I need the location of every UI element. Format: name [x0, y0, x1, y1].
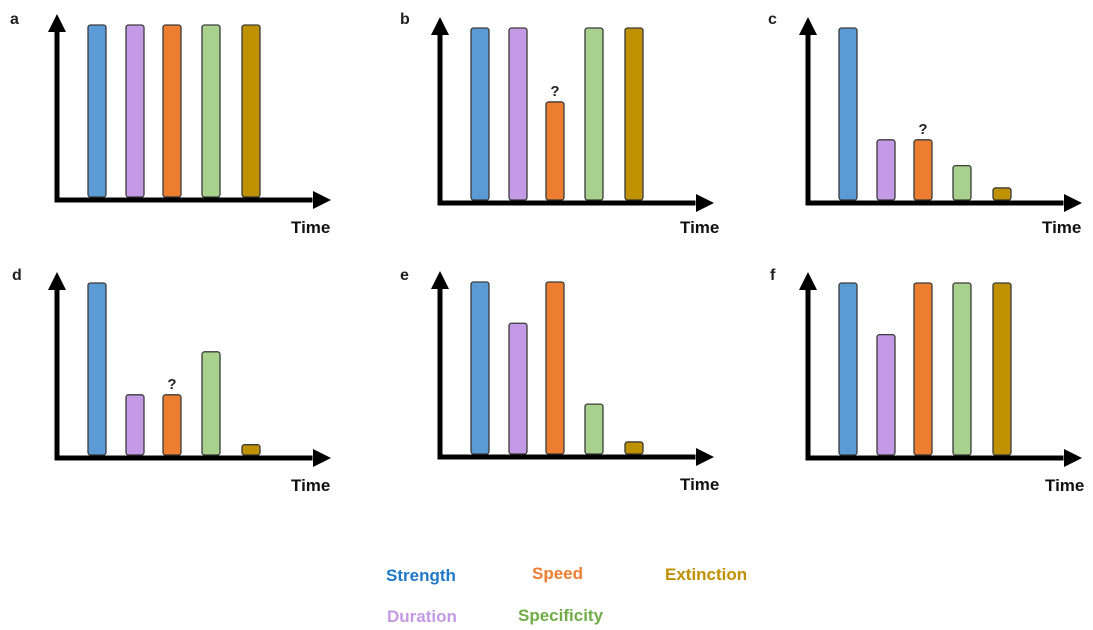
bar-extinction — [241, 444, 261, 456]
x-axis-line — [437, 454, 696, 460]
bar-extinction — [992, 282, 1012, 456]
bar-speed — [545, 101, 565, 201]
y-axis-line — [437, 287, 443, 459]
bar-specificity — [584, 403, 604, 455]
x-axis-arrow-icon — [696, 194, 714, 212]
panel-f: f Time — [770, 267, 1084, 495]
panel-letter: f — [770, 267, 776, 284]
y-axis-arrow-icon — [431, 17, 449, 35]
bar-extinction — [992, 187, 1012, 201]
x-axis-label: Time — [1045, 476, 1084, 495]
y-axis-line — [54, 288, 60, 460]
x-axis-label: Time — [680, 475, 719, 494]
legend-item-strength: Strength — [386, 566, 456, 585]
y-axis-line — [805, 288, 811, 460]
x-axis-arrow-icon — [313, 191, 331, 209]
panel-c: c? Time — [768, 11, 1082, 237]
question-mark-label: ? — [918, 121, 927, 138]
legend-item-speed: Speed — [532, 564, 583, 583]
x-axis-line — [805, 455, 1064, 461]
question-mark-label: ? — [550, 83, 559, 100]
bar-speed — [913, 282, 933, 456]
bar-speed — [162, 24, 182, 198]
bar-extinction — [624, 27, 644, 201]
y-axis-line — [437, 33, 443, 205]
panel-e: e Time — [400, 267, 719, 494]
y-axis-line — [805, 33, 811, 205]
bar-strength — [87, 282, 107, 456]
bar-strength — [470, 27, 490, 201]
x-axis-line — [54, 197, 313, 203]
bar-duration — [125, 394, 145, 456]
x-axis-label: Time — [291, 218, 330, 237]
bar-strength — [838, 27, 858, 201]
y-axis-arrow-icon — [48, 14, 66, 32]
panel-d: d? Time — [12, 267, 331, 495]
bar-specificity — [952, 164, 972, 201]
y-axis-arrow-icon — [799, 272, 817, 290]
legend-item-extinction: Extinction — [665, 565, 747, 584]
x-axis-arrow-icon — [1064, 449, 1082, 467]
y-axis-arrow-icon — [799, 17, 817, 35]
x-axis-arrow-icon — [313, 449, 331, 467]
bar-strength — [470, 281, 490, 455]
x-axis-arrow-icon — [1064, 194, 1082, 212]
x-axis-line — [805, 200, 1064, 206]
x-axis-label: Time — [1042, 218, 1081, 237]
bar-duration — [876, 333, 896, 456]
y-axis-arrow-icon — [431, 271, 449, 289]
x-axis-line — [437, 200, 696, 206]
bar-strength — [87, 24, 107, 198]
legend: Strength Speed Extinction Duration Specifici… — [386, 564, 747, 626]
x-axis-line — [54, 455, 313, 461]
panel-letter: e — [400, 267, 409, 284]
x-axis-arrow-icon — [696, 448, 714, 466]
panel-letter: b — [400, 11, 410, 28]
bar-speed — [913, 139, 933, 201]
legend-item-specificity: Specificity — [518, 606, 604, 625]
bar-specificity — [952, 282, 972, 456]
bar-duration — [125, 24, 145, 198]
y-axis-line — [54, 30, 60, 202]
bar-specificity — [201, 24, 221, 198]
bar-specificity — [584, 27, 604, 201]
panel-letter: d — [12, 267, 22, 284]
panel-b: b? Time — [400, 11, 719, 237]
bar-speed — [545, 281, 565, 455]
bar-strength — [838, 282, 858, 456]
panel-letter: a — [10, 11, 19, 28]
panel-letter: c — [768, 11, 777, 28]
bar-specificity — [201, 351, 221, 456]
bar-speed — [162, 394, 182, 456]
y-axis-arrow-icon — [48, 272, 66, 290]
bar-extinction — [624, 441, 644, 455]
question-mark-label: ? — [167, 376, 176, 393]
x-axis-label: Time — [291, 476, 330, 495]
panel-a: a Time — [10, 11, 331, 237]
bar-duration — [876, 139, 896, 201]
bar-extinction — [241, 24, 261, 198]
x-axis-label: Time — [680, 218, 719, 237]
legend-item-duration: Duration — [387, 607, 457, 626]
bar-duration — [508, 322, 528, 455]
bar-duration — [508, 27, 528, 201]
